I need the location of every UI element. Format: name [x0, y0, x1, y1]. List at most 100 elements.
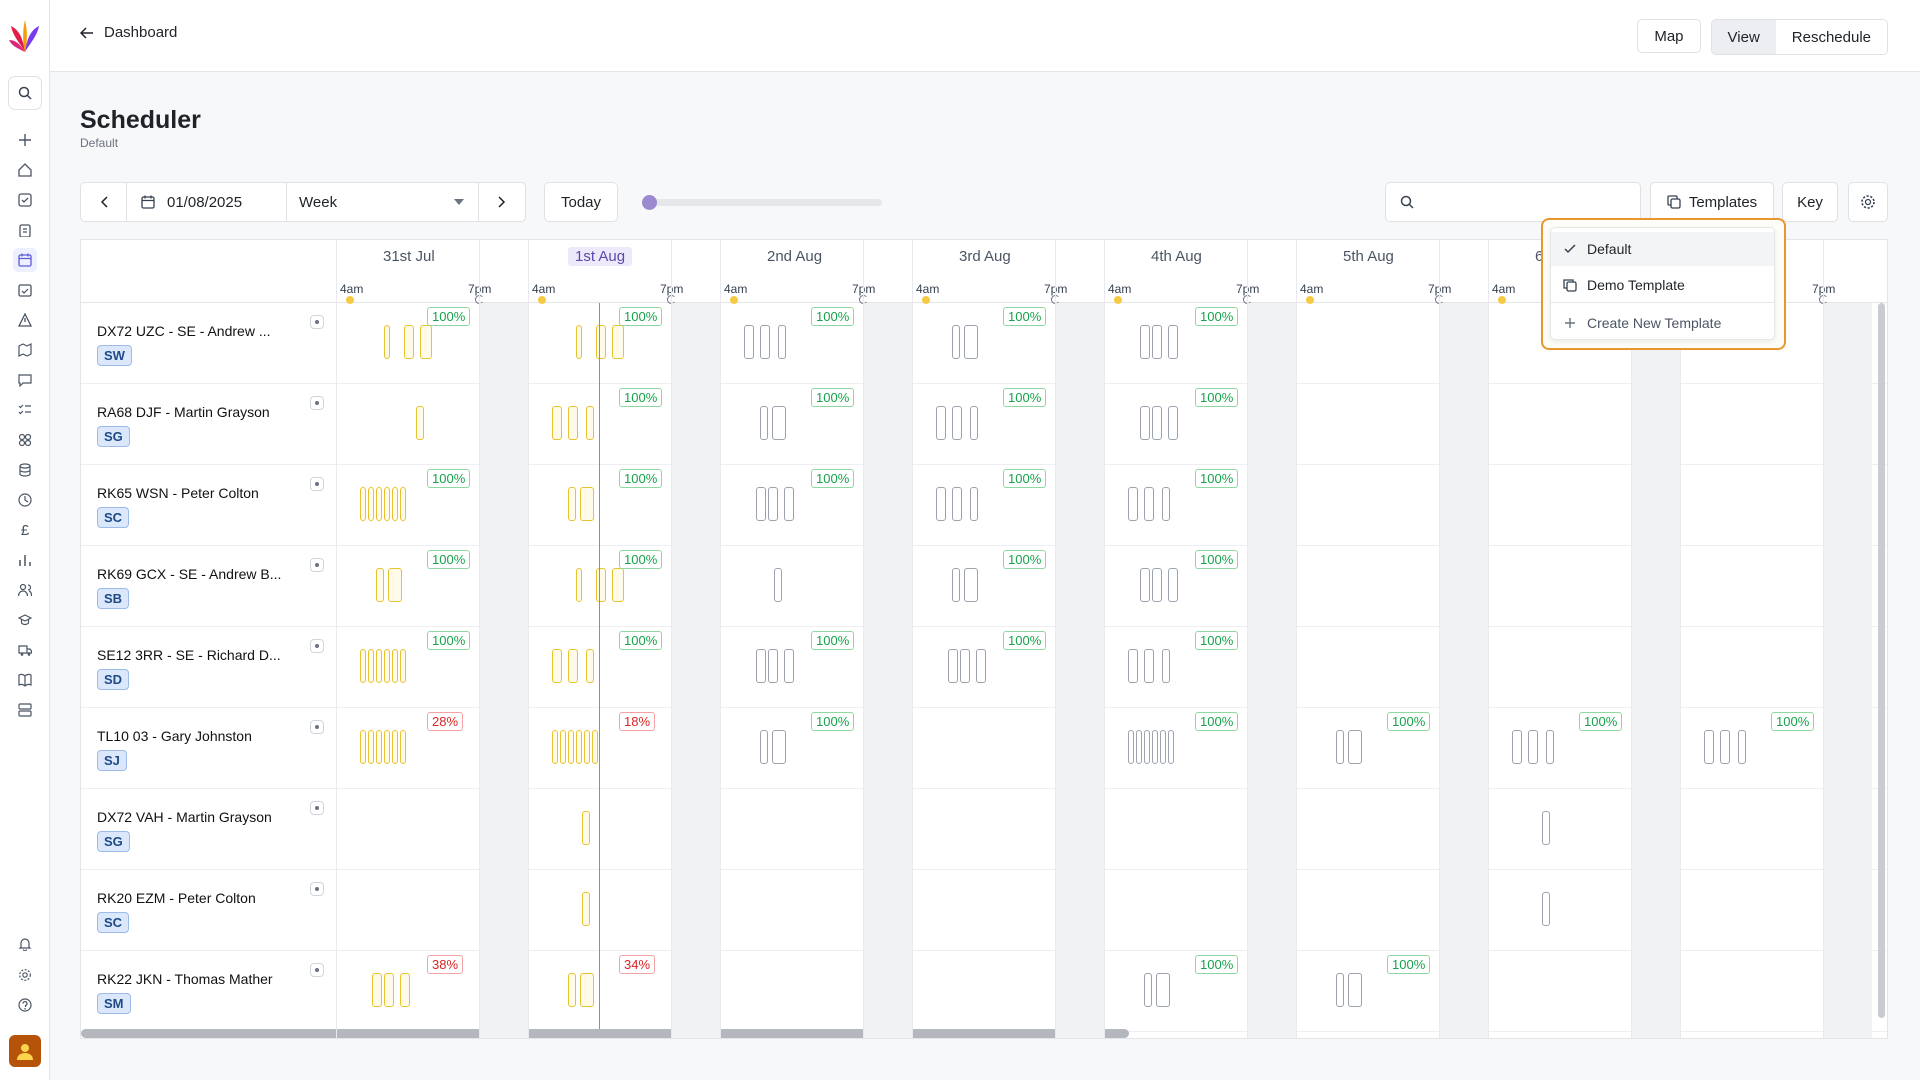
- search-input[interactable]: [1385, 182, 1641, 222]
- warning-icon[interactable]: [13, 308, 37, 332]
- bar-chart-icon[interactable]: [13, 548, 37, 572]
- job-block[interactable]: [376, 730, 382, 764]
- job-block[interactable]: [1152, 325, 1162, 359]
- reschedule-button[interactable]: Reschedule: [1775, 20, 1887, 54]
- resource-row[interactable]: RA68 DJF - Martin Grayson SG 100% 100% 100% 1…: [81, 384, 1887, 465]
- job-block[interactable]: [1128, 487, 1138, 521]
- job-block[interactable]: [400, 487, 406, 521]
- job-block[interactable]: [1144, 649, 1154, 683]
- clipboard-icon[interactable]: [13, 218, 37, 242]
- job-block[interactable]: [1704, 730, 1714, 764]
- job-block[interactable]: [1168, 730, 1174, 764]
- scheduler-settings-button[interactable]: [1848, 182, 1888, 222]
- resource-row[interactable]: RK69 GCX - SE - Andrew B... SB 100% 100% 100…: [81, 546, 1887, 627]
- job-block[interactable]: [1156, 973, 1170, 1007]
- job-block[interactable]: [560, 730, 566, 764]
- template-option[interactable]: Default: [1551, 232, 1774, 266]
- job-block[interactable]: [1136, 730, 1142, 764]
- job-block[interactable]: [1542, 811, 1550, 845]
- job-block[interactable]: [1168, 325, 1178, 359]
- integrations-icon[interactable]: [13, 428, 37, 452]
- job-block[interactable]: [360, 649, 366, 683]
- checklist-icon[interactable]: [13, 398, 37, 422]
- job-block[interactable]: [596, 568, 606, 602]
- book-icon[interactable]: [13, 668, 37, 692]
- resource-menu-button[interactable]: [310, 477, 324, 491]
- job-block[interactable]: [1348, 973, 1362, 1007]
- resource-menu-button[interactable]: [310, 396, 324, 410]
- app-logo[interactable]: [9, 18, 41, 54]
- range-select[interactable]: Week: [287, 183, 479, 221]
- job-block[interactable]: [552, 649, 562, 683]
- job-block[interactable]: [1152, 568, 1162, 602]
- job-block[interactable]: [760, 406, 768, 440]
- job-block[interactable]: [372, 973, 382, 1007]
- graduation-cap-icon[interactable]: [13, 608, 37, 632]
- job-block[interactable]: [768, 487, 778, 521]
- job-block[interactable]: [388, 568, 402, 602]
- job-block[interactable]: [368, 649, 374, 683]
- task-check-icon[interactable]: [13, 188, 37, 212]
- previous-button[interactable]: [81, 183, 127, 221]
- job-block[interactable]: [568, 487, 576, 521]
- job-block[interactable]: [952, 406, 962, 440]
- resource-menu-button[interactable]: [310, 801, 324, 815]
- job-block[interactable]: [568, 973, 576, 1007]
- next-button[interactable]: [479, 183, 525, 221]
- job-block[interactable]: [568, 730, 574, 764]
- job-block[interactable]: [756, 487, 766, 521]
- job-block[interactable]: [784, 649, 794, 683]
- resource-menu-button[interactable]: [310, 882, 324, 896]
- job-block[interactable]: [936, 487, 946, 521]
- job-block[interactable]: [568, 406, 578, 440]
- job-block[interactable]: [960, 649, 970, 683]
- job-block[interactable]: [1140, 406, 1150, 440]
- job-block[interactable]: [582, 892, 590, 926]
- truck-icon[interactable]: [13, 638, 37, 662]
- key-button[interactable]: Key: [1782, 182, 1838, 222]
- job-block[interactable]: [1128, 730, 1134, 764]
- job-block[interactable]: [744, 325, 754, 359]
- job-block[interactable]: [1336, 973, 1344, 1007]
- job-block[interactable]: [948, 649, 958, 683]
- job-block[interactable]: [1140, 568, 1150, 602]
- job-block[interactable]: [400, 973, 410, 1007]
- job-block[interactable]: [592, 730, 598, 764]
- map-button[interactable]: Map: [1637, 19, 1701, 53]
- job-block[interactable]: [576, 568, 582, 602]
- job-block[interactable]: [360, 730, 366, 764]
- job-block[interactable]: [580, 487, 594, 521]
- resource-row[interactable]: TL10 03 - Gary Johnston SJ 28% 18% 100% 100% 1…: [81, 708, 1887, 789]
- calendar-icon[interactable]: [13, 248, 37, 272]
- job-block[interactable]: [368, 487, 374, 521]
- help-icon[interactable]: [13, 993, 37, 1017]
- job-block[interactable]: [1152, 406, 1162, 440]
- job-block[interactable]: [1720, 730, 1730, 764]
- view-button[interactable]: View: [1711, 20, 1776, 54]
- bell-icon[interactable]: [13, 932, 37, 956]
- job-block[interactable]: [612, 325, 624, 359]
- date-field[interactable]: 01/08/2025: [127, 183, 287, 221]
- vertical-scrollbar[interactable]: [1878, 303, 1885, 1018]
- job-block[interactable]: [1162, 487, 1170, 521]
- resource-row[interactable]: RK22 JKN - Thomas Mather SM 38% 34% 100% 100%: [81, 951, 1887, 1032]
- job-block[interactable]: [1336, 730, 1344, 764]
- job-block[interactable]: [1152, 730, 1158, 764]
- users-icon[interactable]: [13, 578, 37, 602]
- job-block[interactable]: [760, 325, 770, 359]
- resource-row[interactable]: RK65 WSN - Peter Colton SC 100% 100% 100% 100…: [81, 465, 1887, 546]
- job-block[interactable]: [568, 649, 578, 683]
- zoom-slider-handle[interactable]: [642, 195, 657, 210]
- job-block[interactable]: [1542, 892, 1550, 926]
- job-block[interactable]: [1528, 730, 1538, 764]
- job-block[interactable]: [778, 325, 786, 359]
- job-block[interactable]: [552, 730, 558, 764]
- map-icon[interactable]: [13, 338, 37, 362]
- sidebar-search-button[interactable]: [8, 76, 42, 110]
- templates-button[interactable]: Templates: [1650, 182, 1774, 222]
- template-option[interactable]: Demo Template: [1551, 268, 1774, 302]
- job-block[interactable]: [784, 487, 794, 521]
- job-block[interactable]: [576, 325, 582, 359]
- job-block[interactable]: [584, 730, 590, 764]
- settings-icon[interactable]: [13, 963, 37, 987]
